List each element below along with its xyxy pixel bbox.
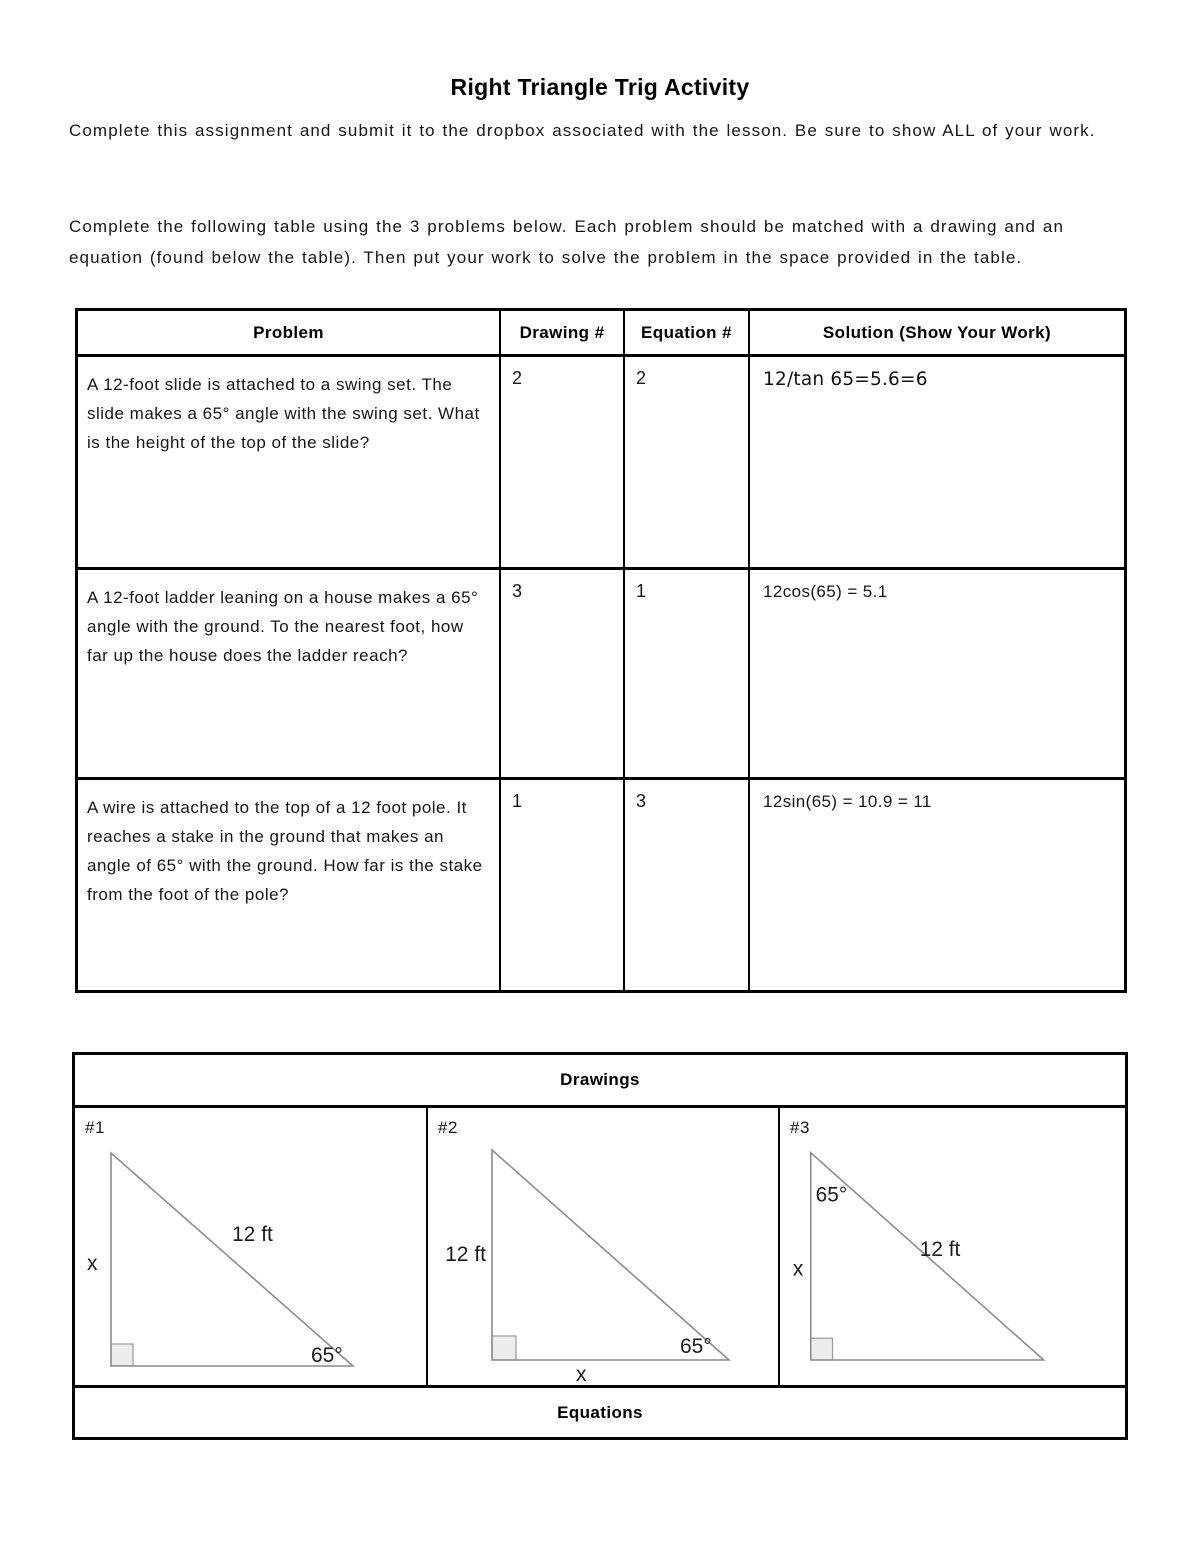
drawing-2-cell: #2 12 ft x 65°	[428, 1108, 780, 1385]
drawing-1-cell: #1 x 12 ft 65°	[75, 1108, 428, 1385]
problem-1-equation-number: 2	[625, 357, 750, 570]
problem-3-text: A wire is attached to the top of a 12 fo…	[78, 780, 501, 990]
col-header-drawing: Drawing #	[501, 311, 625, 357]
drawing-2-angle-label: 65°	[680, 1335, 712, 1358]
page-title: Right Triangle Trig Activity	[450, 74, 750, 100]
drawing-3-label: #3	[790, 1118, 810, 1137]
triangle-outline	[110, 1151, 356, 1367]
drawing-1-triangle: x 12 ft 65°	[87, 1151, 356, 1367]
drawing-3-leg-label: x	[793, 1258, 804, 1281]
drawing-2-base-label: x	[576, 1363, 587, 1385]
problem-2-solution: 12cos(65) = 5.1	[750, 570, 1124, 780]
drawing-3-triangle: 65° x 12 ft	[793, 1151, 1046, 1361]
problem-1-text: A 12-foot slide is attached to a swing s…	[78, 357, 501, 570]
drawing-3-angle-label: 65°	[816, 1183, 847, 1206]
col-header-problem: Problem	[78, 311, 501, 357]
problem-3-drawing-number: 1	[501, 780, 625, 990]
problems-table: Problem Drawing # Equation # Solution (S…	[75, 308, 1127, 993]
intro-paragraph-2: Complete the following table using the 3…	[69, 217, 1065, 267]
drawing-3-hypotenuse-label: 12 ft	[920, 1238, 961, 1261]
right-angle-marker	[810, 1337, 834, 1361]
triangle-outline	[491, 1148, 732, 1361]
problem-3-equation-number: 3	[625, 780, 750, 990]
drawings-section-header: Drawings	[75, 1055, 1125, 1108]
problem-1-solution: 12/tan 65=5.6=6	[750, 357, 1124, 570]
problem-1-drawing-number: 2	[501, 357, 625, 570]
drawing-1-hypotenuse-label: 12 ft	[232, 1223, 273, 1246]
drawing-2-label: #2	[438, 1118, 458, 1137]
drawing-2-triangle: 12 ft x 65°	[445, 1148, 732, 1385]
drawing-1-label: #1	[85, 1118, 105, 1137]
drawing-2-leg-label: 12 ft	[445, 1243, 486, 1266]
problem-2-equation-number: 1	[625, 570, 750, 780]
intro-paragraph-1: Complete this assignment and submit it t…	[69, 121, 1096, 140]
triangle-outline	[809, 1151, 1046, 1361]
drawings-row: #1 x 12 ft 65° #2 12 ft x 65° #3	[75, 1108, 1125, 1388]
right-angle-marker	[491, 1335, 517, 1361]
col-header-equation: Equation #	[625, 311, 750, 357]
drawing-1-leg-label: x	[87, 1252, 98, 1275]
problem-3-solution: 12sin(65) = 10.9 = 11	[763, 792, 932, 811]
drawings-equations-table: Drawings #1 x 12 ft 65° #2 12 ft x 65°	[72, 1052, 1128, 1440]
drawing-1-angle-label: 65°	[311, 1344, 343, 1367]
right-angle-marker	[110, 1343, 134, 1367]
drawing-3-cell: #3 65° x 12 ft	[780, 1108, 1125, 1385]
equations-section-header: Equations	[557, 1402, 643, 1422]
problem-2-text: A 12-foot ladder leaning on a house make…	[78, 570, 501, 780]
problem-2-drawing-number: 3	[501, 570, 625, 780]
col-header-solution: Solution (Show Your Work)	[750, 311, 1124, 357]
